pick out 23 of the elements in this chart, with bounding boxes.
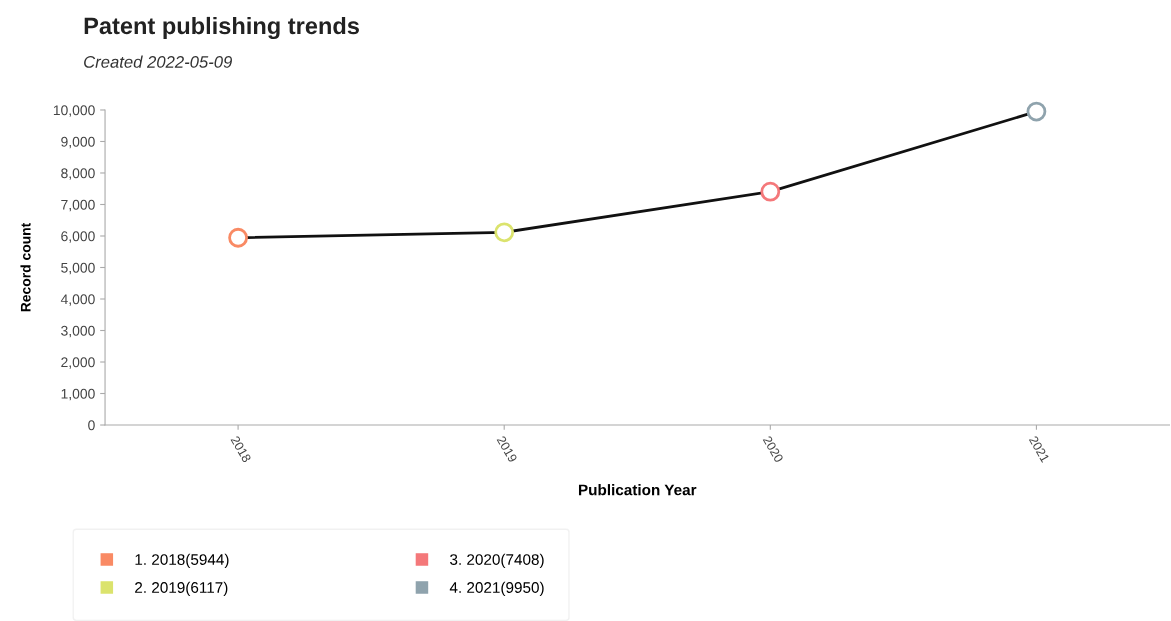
- point: [494, 222, 515, 243]
- legend-label: 2. 2019(6117): [135, 581, 228, 596]
- legend-label: 4. 2021(9950): [449, 581, 544, 596]
- y-tick-label: 5,000: [61, 262, 95, 275]
- y-tick-label: 7,000: [61, 199, 95, 212]
- y-tick-label: 2,000: [61, 357, 95, 369]
- point: [228, 227, 248, 248]
- y-tick-label: 4,000: [60, 294, 95, 306]
- y-tick-label: 1,000: [61, 388, 95, 401]
- y-tick-label: 8,000: [61, 168, 95, 180]
- x-axis-title: Publication Year: [578, 484, 697, 496]
- legend-label: 3. 2020(7408): [450, 553, 544, 568]
- legend-label: 1. 2018(5944): [135, 553, 229, 568]
- y-tick-label: 9,000: [61, 136, 95, 149]
- y-tick-label: 0: [88, 420, 95, 431]
- chart-title: Patent publishing trends: [84, 16, 359, 39]
- y-tick-label: 3,000: [61, 325, 95, 338]
- point: [1026, 101, 1047, 122]
- y-axis-title: Record count: [20, 222, 31, 312]
- point: [760, 181, 781, 202]
- chart-subtitle: Created 2022-05-09: [84, 55, 232, 68]
- y-tick-label: 6,000: [61, 231, 95, 243]
- y-tick-label: 10,000: [53, 105, 95, 117]
